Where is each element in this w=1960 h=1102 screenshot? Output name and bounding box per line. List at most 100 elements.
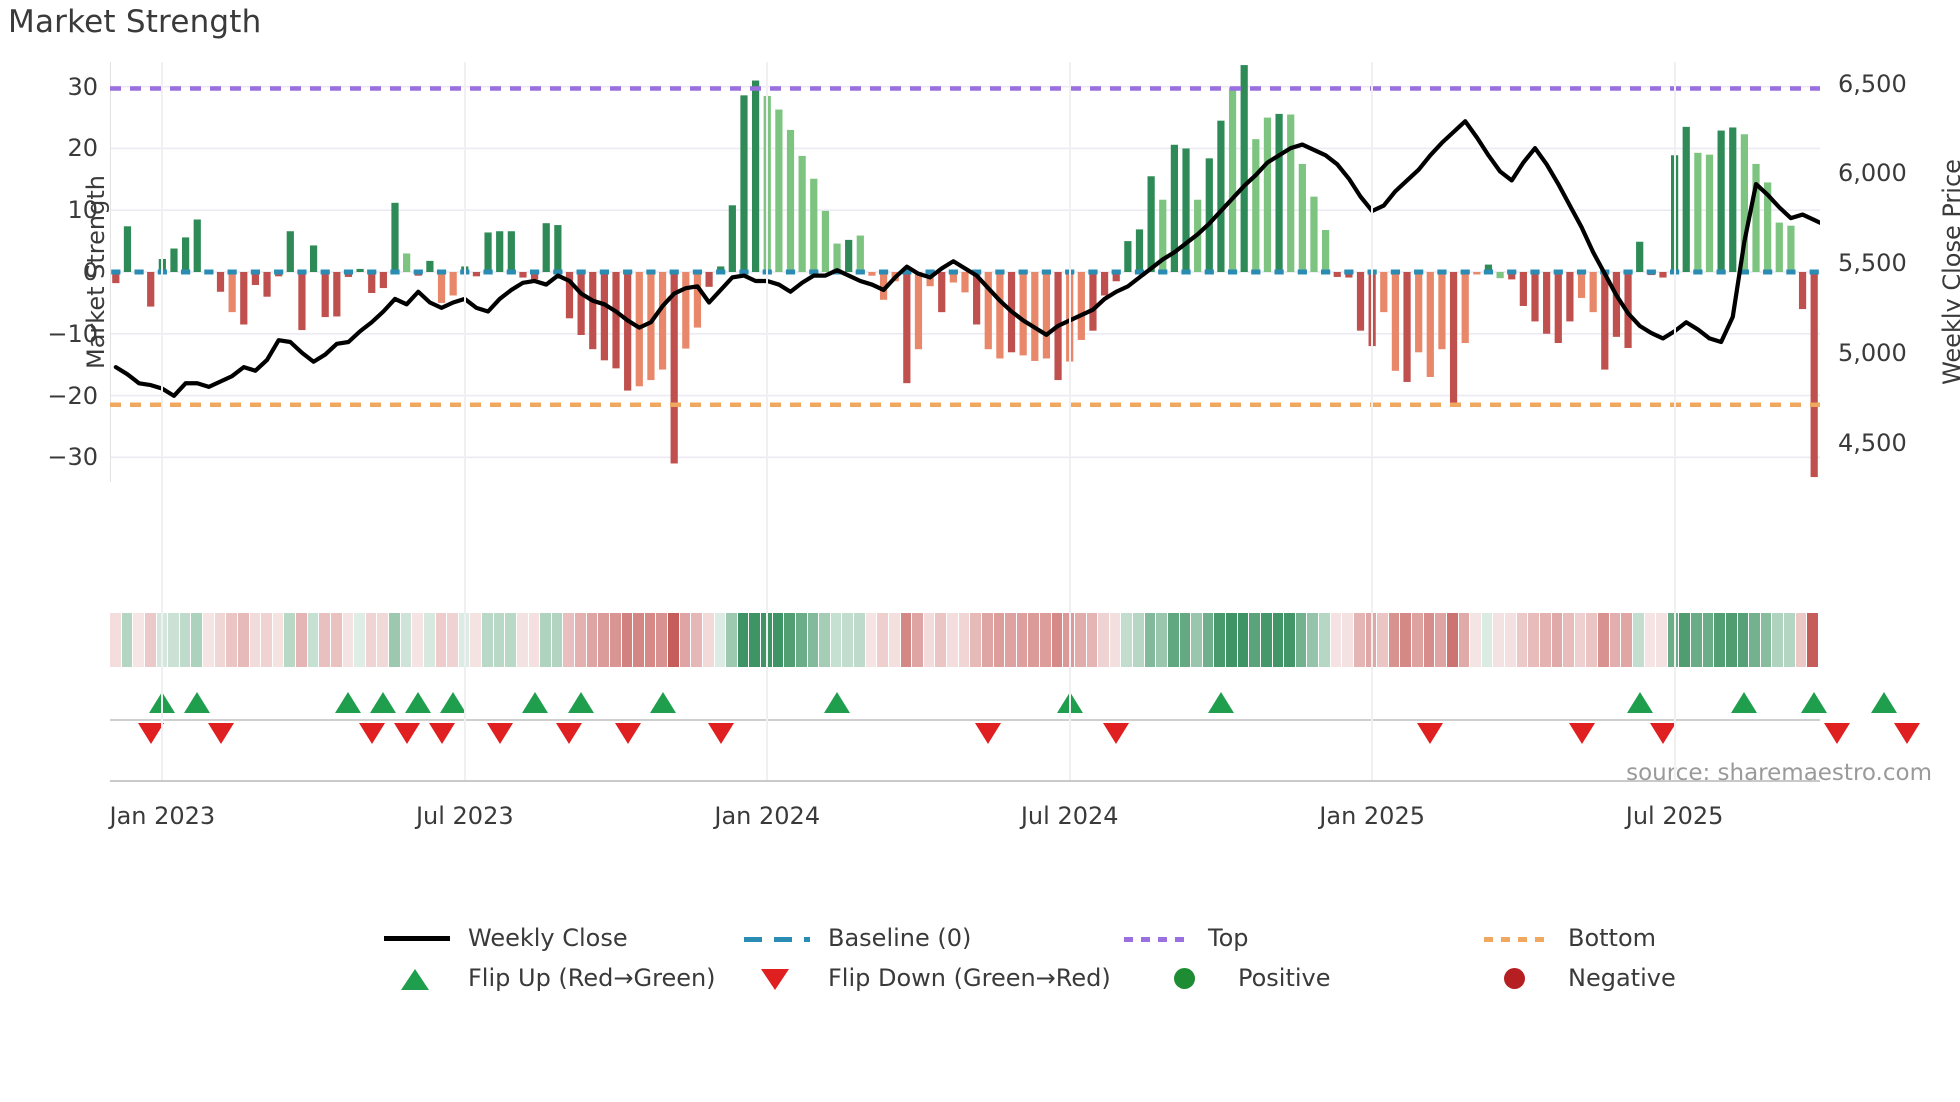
heatmap-cell bbox=[1272, 613, 1284, 667]
heatmap-cell bbox=[121, 613, 133, 667]
flip-up-marker bbox=[521, 692, 548, 713]
bar bbox=[1740, 134, 1748, 272]
heatmap-cell bbox=[935, 613, 946, 667]
heatmap-cell bbox=[621, 613, 633, 667]
heatmap-cell bbox=[389, 613, 400, 667]
bar bbox=[1019, 272, 1027, 356]
heatmap-cell bbox=[1423, 613, 1435, 667]
heatmap-cell bbox=[226, 613, 237, 667]
bar bbox=[333, 272, 341, 317]
bar bbox=[1147, 176, 1155, 272]
legend-item[interactable]: Bottom bbox=[1480, 924, 1656, 952]
bar bbox=[589, 272, 597, 350]
main-plot-area: Market Strength Weekly Close Price 30 20 1… bbox=[47, 62, 1960, 482]
dot-green-icon bbox=[1150, 966, 1224, 990]
bar bbox=[1612, 272, 1621, 337]
flip-down-marker bbox=[1417, 723, 1444, 744]
bar bbox=[298, 272, 306, 331]
bar bbox=[321, 272, 329, 318]
bar bbox=[1240, 65, 1248, 273]
bar bbox=[1263, 117, 1272, 273]
bar bbox=[1601, 272, 1609, 370]
y-tick-left: 20 bbox=[67, 134, 98, 163]
legend-item[interactable]: Flip Up (Red→Green) bbox=[380, 964, 716, 992]
bar bbox=[309, 245, 318, 272]
bar bbox=[1659, 272, 1667, 278]
heatmap-cell bbox=[516, 613, 528, 667]
heatmap-cell bbox=[947, 613, 958, 667]
legend-item[interactable]: Top bbox=[1120, 924, 1249, 952]
heatmap-cell bbox=[1040, 613, 1051, 667]
flip-down-marker bbox=[975, 723, 1002, 744]
legend-item[interactable]: Flip Down (Green→Red) bbox=[740, 964, 1111, 992]
bar bbox=[1519, 272, 1527, 306]
bar bbox=[1100, 272, 1109, 296]
bar bbox=[914, 272, 923, 350]
heatmap-cell bbox=[1156, 613, 1167, 667]
heatmap-cell bbox=[749, 613, 760, 667]
flip-markers-row bbox=[110, 688, 1921, 752]
bar bbox=[1042, 272, 1051, 359]
bar bbox=[1484, 264, 1493, 272]
heatmap-cell bbox=[505, 613, 516, 667]
heatmap-cell bbox=[912, 613, 923, 667]
bar bbox=[1810, 272, 1818, 478]
heatmap-cell bbox=[1563, 613, 1574, 667]
bar bbox=[868, 272, 876, 276]
bar bbox=[1345, 272, 1353, 278]
flip-down-marker bbox=[1568, 723, 1595, 744]
legend-item[interactable]: Weekly Close bbox=[380, 924, 628, 952]
heatmap-cell bbox=[1028, 613, 1039, 667]
y-tick-right: 5,500 bbox=[1838, 249, 1907, 278]
heatmap-cell bbox=[888, 613, 900, 667]
flip-up-marker bbox=[440, 692, 467, 713]
bar bbox=[554, 225, 562, 272]
bar bbox=[565, 272, 574, 319]
bar bbox=[437, 272, 446, 303]
bar bbox=[740, 95, 748, 272]
bar bbox=[1752, 163, 1760, 272]
y-tick-right: 5,000 bbox=[1838, 338, 1907, 367]
x-guide-line bbox=[766, 62, 769, 780]
y-tick-left: 0 bbox=[82, 258, 98, 286]
heatmap-cell bbox=[1493, 613, 1504, 667]
bar bbox=[1112, 272, 1120, 282]
bar bbox=[752, 80, 760, 272]
bar bbox=[1473, 272, 1481, 275]
heatmap-cell bbox=[1400, 613, 1411, 667]
bar bbox=[973, 272, 981, 325]
y-tick-left: 10 bbox=[67, 196, 98, 225]
heatmap-cell bbox=[563, 613, 574, 667]
heatmap-cell bbox=[1074, 613, 1086, 667]
heatmap-cell bbox=[1516, 613, 1528, 667]
heatmap-cell bbox=[900, 613, 912, 667]
flip-up-marker bbox=[1870, 692, 1897, 713]
legend-item[interactable]: Negative bbox=[1480, 964, 1676, 992]
bar bbox=[1089, 272, 1097, 331]
bar bbox=[542, 223, 550, 272]
bar bbox=[1438, 272, 1446, 350]
heatmap-cell bbox=[958, 613, 970, 667]
bar bbox=[368, 272, 376, 293]
flip-up-marker bbox=[1626, 692, 1653, 713]
bar bbox=[1775, 222, 1783, 272]
bar bbox=[1031, 272, 1039, 361]
heatmap-cell bbox=[191, 613, 202, 667]
heatmap-cell bbox=[1505, 613, 1516, 667]
heatmap-cell bbox=[1656, 613, 1667, 667]
heatmap-cell bbox=[656, 613, 667, 667]
bar bbox=[449, 272, 457, 296]
legend-item[interactable]: Positive bbox=[1150, 964, 1331, 992]
heatmap-cell bbox=[1133, 613, 1144, 667]
flip-up-marker bbox=[1801, 692, 1828, 713]
heatmap-cell bbox=[168, 613, 179, 667]
flip-up-marker bbox=[1731, 692, 1758, 713]
bar bbox=[391, 202, 399, 272]
heatmap-cell bbox=[877, 613, 888, 667]
legend-item[interactable]: Baseline (0) bbox=[740, 924, 971, 952]
heatmap-cell bbox=[179, 613, 191, 667]
bar bbox=[612, 272, 620, 369]
bar bbox=[1717, 130, 1725, 272]
flip-down-marker bbox=[614, 723, 641, 744]
bar bbox=[379, 272, 387, 289]
